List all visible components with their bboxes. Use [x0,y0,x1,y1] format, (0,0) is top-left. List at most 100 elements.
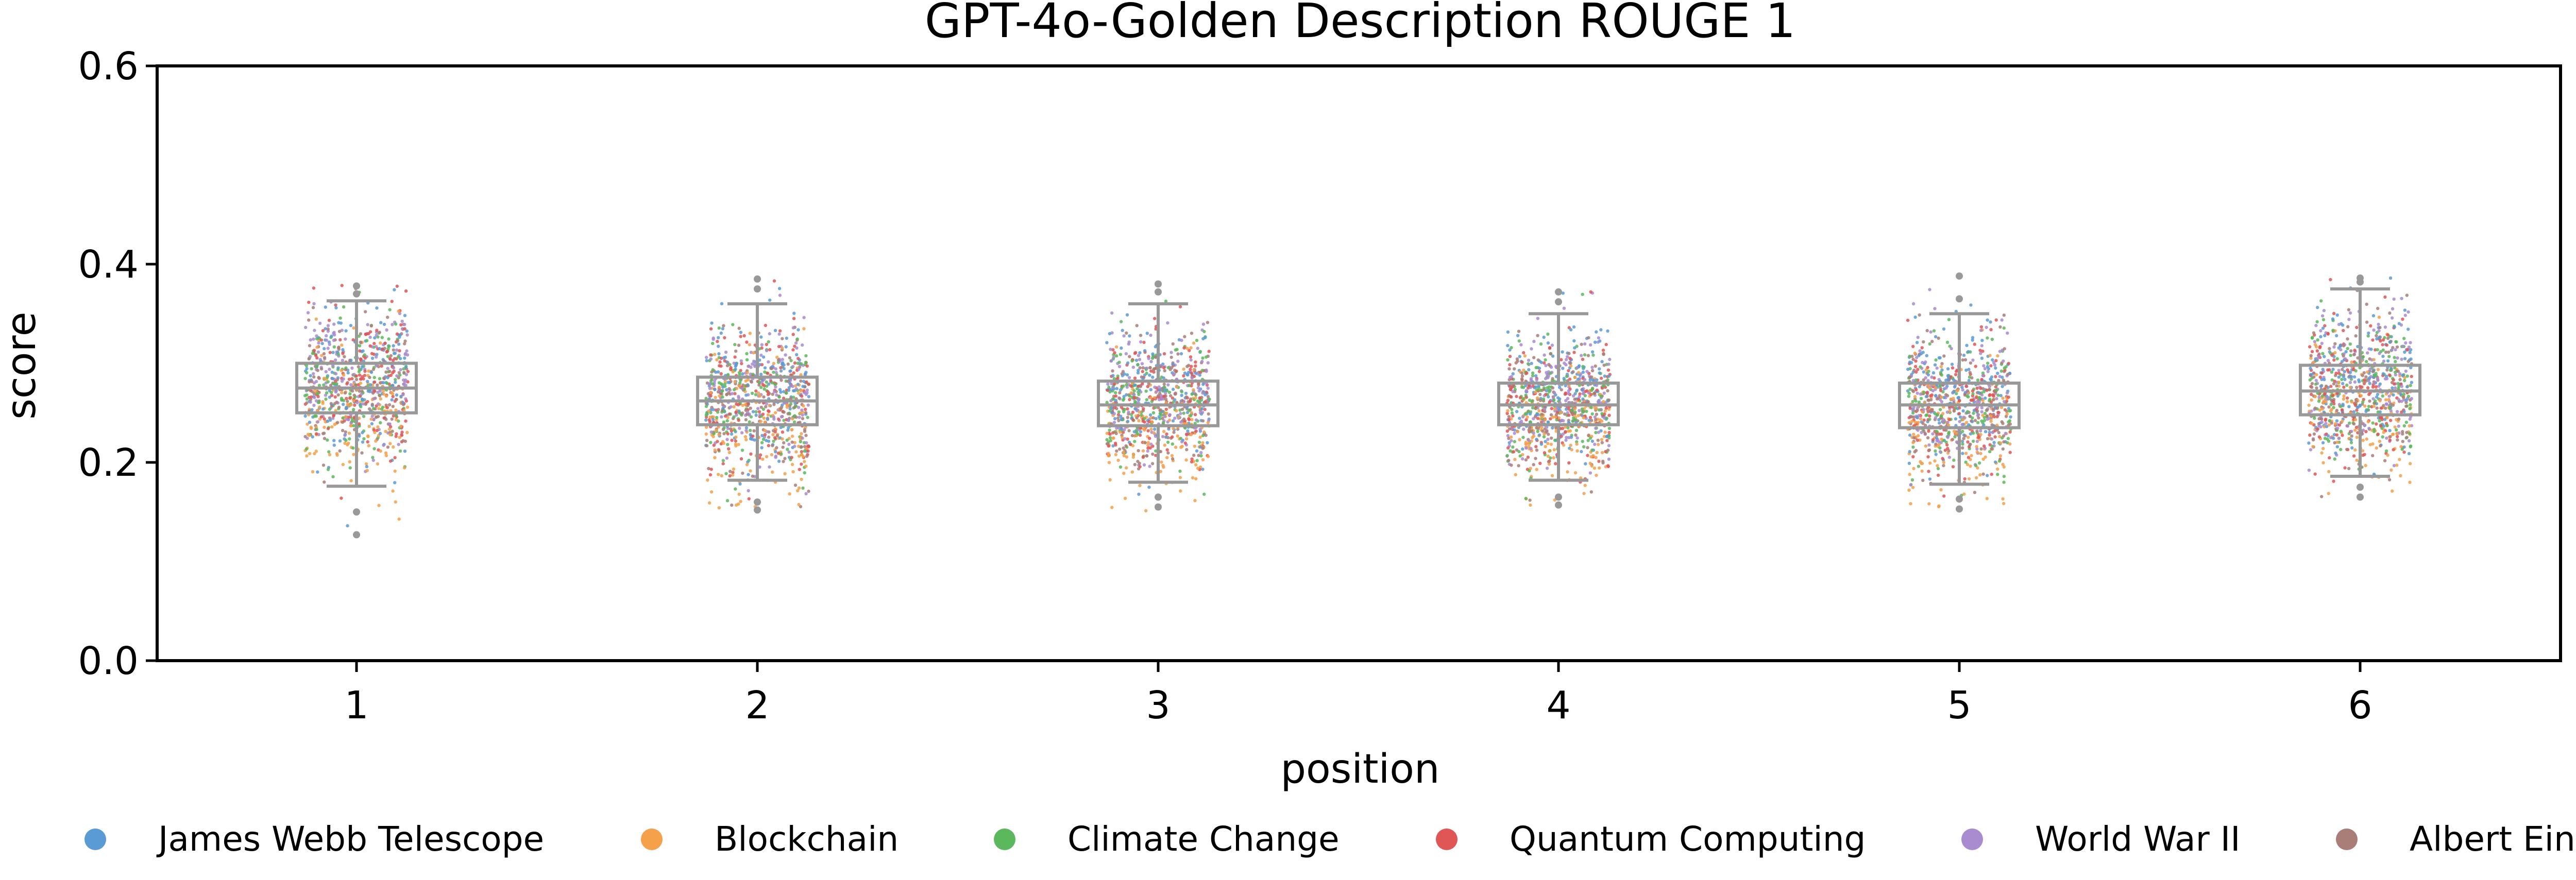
data-point [1507,367,1511,371]
data-point [1954,417,1958,421]
data-point [1142,340,1146,344]
data-point [328,453,332,457]
data-point [406,370,410,373]
data-point [1166,440,1170,444]
data-point [1995,397,1998,401]
data-point [2392,297,2396,301]
data-point [2397,398,2401,402]
data-point [2394,348,2397,352]
data-point [1535,468,1538,471]
data-point [723,359,726,363]
data-point [2329,436,2333,440]
data-point [1990,423,1994,427]
data-point [1131,418,1135,422]
data-point [1185,448,1189,452]
data-point [734,364,737,368]
data-point [1981,371,1985,375]
data-point [1924,395,1928,399]
data-point [1531,406,1535,410]
data-point [1946,421,1950,424]
data-point [800,394,804,398]
data-point [1198,396,1202,400]
data-point [342,403,345,406]
data-point [1201,391,1205,395]
data-point [1519,419,1523,423]
data-point [1573,407,1577,411]
data-point [1513,458,1517,461]
data-point [364,402,367,406]
data-point [758,453,762,457]
data-point [377,407,381,410]
data-point [1580,407,1584,411]
data-point [1161,397,1165,401]
data-point [318,405,321,409]
data-point [366,435,370,439]
data-point [361,431,364,435]
data-point [1180,393,1183,397]
data-point [405,405,410,409]
data-point [380,407,383,411]
data-point [311,352,314,355]
data-point [759,420,763,423]
data-point [1542,435,1546,439]
data-point [749,469,752,473]
data-point [740,448,744,452]
data-point [792,371,795,375]
data-point [1126,361,1130,365]
data-point [1917,464,1921,468]
data-point [1179,437,1182,440]
data-point [1511,445,1515,449]
data-point [777,344,781,349]
data-point [1206,441,1209,444]
data-point [1139,426,1143,430]
data-point [331,475,335,478]
data-point [1600,438,1604,441]
data-point [1171,442,1174,446]
data-point [791,389,795,393]
data-point [1986,336,1989,340]
data-point [379,397,383,401]
data-point [1162,394,1166,398]
data-point [334,372,338,375]
data-point [1995,406,1999,410]
data-point [1953,385,1957,389]
data-point [1517,330,1521,333]
data-point [807,383,811,386]
data-point [739,378,742,382]
data-point [1536,358,1540,362]
data-point [719,382,723,386]
data-point [2354,334,2358,338]
data-point [392,366,396,370]
data-point [333,395,337,399]
data-point [1118,391,1122,394]
data-point [1153,427,1157,431]
data-point [717,408,720,411]
data-point [1580,450,1583,454]
data-point [748,420,751,424]
data-point [1916,391,1919,395]
data-point [1206,361,1210,365]
data-point [1984,430,1988,434]
data-point [348,437,351,441]
data-point [1602,391,1606,395]
data-point [1573,375,1577,379]
data-point [1931,389,1935,393]
data-point [2361,438,2365,442]
data-point [782,396,786,400]
data-point [1151,416,1155,420]
data-point [1588,461,1592,465]
data-point [1980,338,1984,342]
data-point [321,463,326,467]
data-point [2308,378,2312,382]
data-point [2386,453,2389,457]
data-point [1594,426,1598,430]
data-point [799,389,803,392]
data-point [1164,398,1168,401]
data-point [1109,399,1113,403]
data-point [1126,416,1129,419]
data-point [1147,437,1151,440]
data-point [1114,399,1118,402]
data-point [326,427,330,430]
data-point [1184,395,1188,399]
data-point [1603,409,1607,413]
